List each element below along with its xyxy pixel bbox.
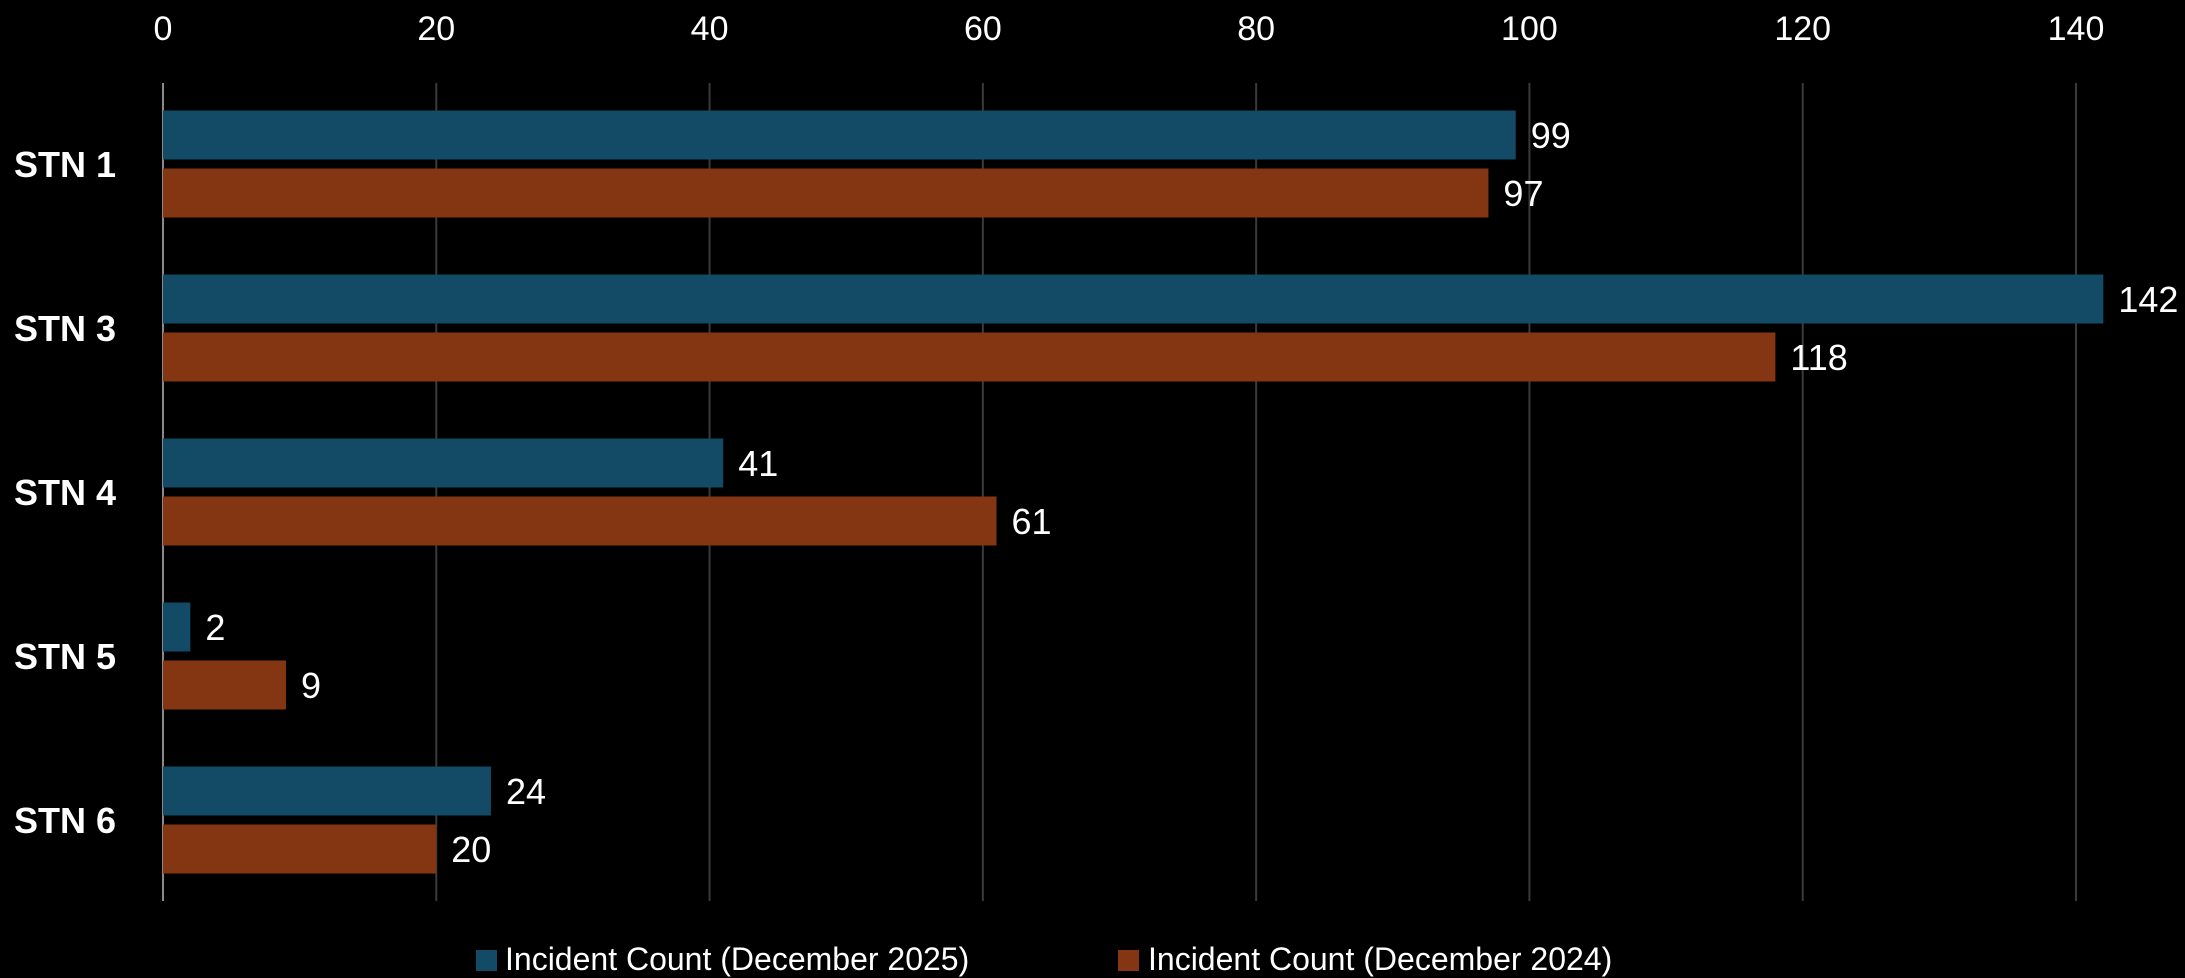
gridlines [162, 83, 2077, 901]
category-label: STN 1 [14, 144, 116, 185]
data-label: 61 [1012, 501, 1052, 542]
category-label: STN 5 [14, 636, 116, 677]
data-label: 2 [205, 607, 225, 648]
x-tick-label: 0 [154, 10, 173, 48]
data-label: 24 [506, 771, 546, 812]
bar [163, 110, 1516, 160]
legend-swatch [476, 950, 497, 971]
bar [163, 660, 286, 710]
x-tick-label: 60 [964, 10, 1002, 48]
x-tick-label: 120 [1774, 10, 1831, 48]
category-label: STN 6 [14, 800, 116, 841]
bar [163, 496, 997, 546]
bar [163, 168, 1489, 218]
bar [163, 332, 1776, 382]
legend: Incident Count (December 2025) Incident C… [476, 941, 1612, 977]
data-label: 41 [738, 443, 778, 484]
bar [163, 602, 191, 652]
data-label: 20 [451, 829, 491, 870]
data-label: 99 [1531, 115, 1571, 156]
category-label: STN 3 [14, 308, 116, 349]
category-labels: STN 1 STN 3 STN 4 STN 5 STN 6 [14, 144, 116, 841]
x-tick-label: 140 [2048, 10, 2105, 48]
category-label: STN 4 [14, 472, 116, 513]
x-tick-label: 40 [691, 10, 729, 48]
bar [163, 766, 491, 816]
data-label: 9 [301, 665, 321, 706]
bars: 99 142 41 2 24 97 118 61 9 20 [163, 110, 2178, 874]
bar [163, 824, 437, 874]
x-tick-label: 20 [417, 10, 455, 48]
legend-label: Incident Count (December 2025) [505, 941, 969, 977]
data-label: 118 [1790, 337, 1847, 378]
legend-swatch [1118, 950, 1139, 971]
data-label: 97 [1503, 173, 1543, 214]
legend-label: Incident Count (December 2024) [1148, 941, 1612, 977]
x-tick-label: 100 [1501, 10, 1558, 48]
x-tick-label: 80 [1237, 10, 1275, 48]
bar [163, 438, 724, 488]
data-label: 142 [2118, 279, 2178, 320]
bar [163, 274, 2104, 324]
x-axis-ticks: 0 20 40 60 80 100 120 140 [154, 10, 2105, 48]
